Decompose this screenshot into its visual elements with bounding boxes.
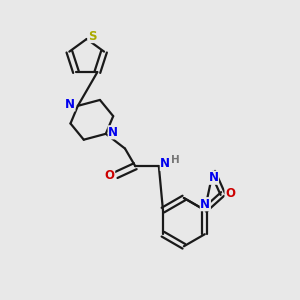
Text: N: N (160, 157, 170, 170)
Text: N: N (208, 171, 218, 184)
Text: S: S (88, 30, 96, 43)
Text: N: N (200, 198, 210, 211)
Text: N: N (108, 126, 118, 139)
Text: N: N (65, 98, 75, 111)
Text: O: O (225, 188, 235, 200)
Text: O: O (105, 169, 115, 182)
Text: H: H (171, 155, 179, 165)
